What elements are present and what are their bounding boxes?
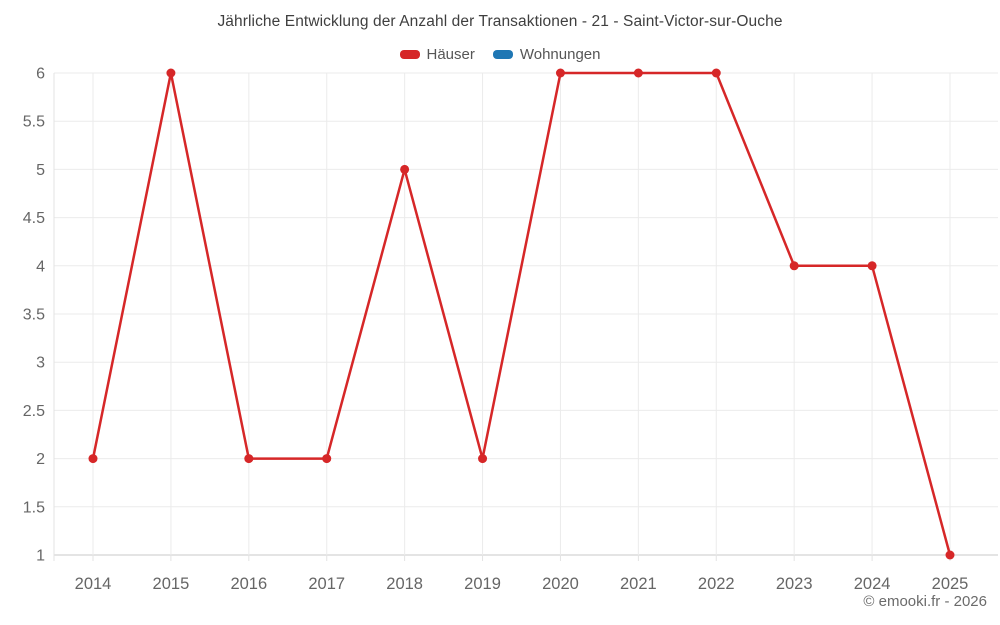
x-axis-tick-label: 2025	[932, 575, 969, 593]
x-axis-tick-label: 2021	[620, 575, 657, 593]
series-line-häuser	[91, 71, 952, 557]
copyright-credit: © emooki.fr - 2026	[863, 593, 987, 610]
y-axis-tick-label: 1	[36, 548, 45, 565]
legend-item-wohnungen[interactable]: Wohnungen	[492, 46, 601, 63]
x-axis-tick-label: 2018	[386, 575, 423, 593]
legend-label-haeuser: Häuser	[426, 46, 475, 63]
data-point[interactable]	[555, 68, 565, 78]
wohnungen-series-swatch-icon	[492, 50, 513, 59]
data-point[interactable]	[945, 550, 955, 560]
x-axis-tick-label: 2024	[854, 575, 891, 593]
data-point[interactable]	[789, 261, 799, 271]
data-point[interactable]	[478, 454, 488, 464]
x-axis-tick-label: 2019	[464, 575, 501, 593]
data-point[interactable]	[166, 68, 176, 78]
data-point[interactable]	[322, 454, 332, 464]
x-axis-tick-label: 2020	[542, 575, 579, 593]
data-point[interactable]	[400, 164, 410, 174]
y-axis-tick-label: 5.5	[23, 114, 45, 131]
y-axis-tick-label: 2.5	[23, 403, 45, 420]
chart-legend: Häuser Wohnungen	[0, 46, 1000, 63]
y-axis-tick-label: 3	[36, 355, 45, 372]
y-axis-tick-label: 5	[36, 162, 45, 179]
y-axis-tick-label: 4	[36, 258, 45, 275]
x-axis-tick-label: 2022	[698, 575, 735, 593]
data-point[interactable]	[867, 261, 877, 271]
y-axis-tick-label: 6	[36, 66, 45, 83]
y-axis-tick-label: 3.5	[23, 307, 45, 324]
x-axis-tick-label: 2015	[153, 575, 190, 593]
data-point[interactable]	[244, 454, 254, 464]
y-axis-tick-label: 2	[36, 451, 45, 468]
data-point[interactable]	[633, 68, 643, 78]
data-point[interactable]	[711, 68, 721, 78]
y-axis-tick-label: 1.5	[23, 499, 45, 516]
x-axis-tick-label: 2023	[776, 575, 813, 593]
chart-title: Jährliche Entwicklung der Anzahl der Tra…	[217, 13, 783, 30]
haeuser-series-swatch-icon	[399, 50, 420, 59]
legend-label-wohnungen: Wohnungen	[519, 46, 601, 63]
x-axis-tick-label: 2014	[75, 575, 112, 593]
y-axis-tick-label: 4.5	[23, 210, 45, 227]
legend-item-haeuser[interactable]: Häuser	[399, 46, 475, 63]
data-point[interactable]	[88, 454, 98, 464]
x-axis-tick-label: 2017	[308, 575, 345, 593]
x-axis-tick-label: 2016	[230, 575, 267, 593]
